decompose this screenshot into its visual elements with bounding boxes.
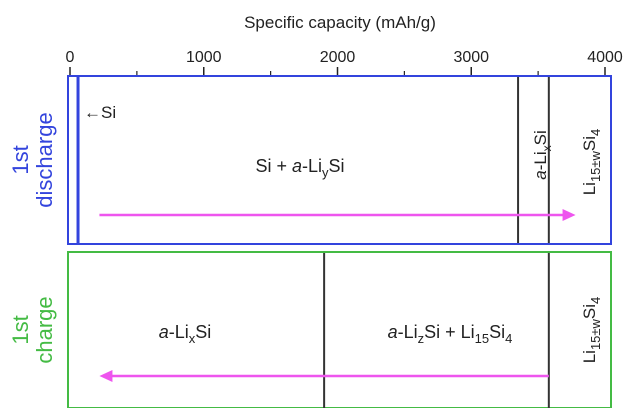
charge-dividers xyxy=(323,253,550,408)
charge-label-text: charge xyxy=(32,296,57,363)
discharge-label-text: discharge xyxy=(32,112,57,207)
discharge-arrow xyxy=(99,209,576,221)
discharge-arrow-head xyxy=(562,209,576,221)
charge-region-a-lixsi: a-LixSi xyxy=(159,322,212,346)
discharge-label-1st: 1st xyxy=(8,145,33,174)
si-label: ←Si xyxy=(84,103,116,122)
axis-ticks xyxy=(69,67,606,76)
charge-arrow xyxy=(99,370,549,382)
discharge-region-si-a-liysi: Si + a-LiySi xyxy=(255,156,344,180)
tick-label-4: 4000 xyxy=(587,49,623,66)
discharge-panel: 1st discharge ←Si Si + a-LiySi a-LixSi L… xyxy=(8,75,612,245)
discharge-box xyxy=(67,75,612,245)
tick-label-2: 2000 xyxy=(320,49,356,66)
charge-panel: 1st charge a-LixSi a-LizSi + Li15Si4 Li1… xyxy=(8,251,612,408)
charge-region-a-lizsi-li15si4: a-LizSi + Li15Si4 xyxy=(388,322,513,346)
tick-label-0: 0 xyxy=(66,49,75,66)
charge-label-1st: 1st xyxy=(8,315,33,344)
axis-title: Specific capacity (mAh/g) xyxy=(244,13,436,32)
axis-tick-labels: 0 1000 2000 3000 4000 xyxy=(66,49,623,66)
charge-region-li15si4: Li15±wSi4 xyxy=(580,297,603,364)
discharge-region-a-lixsi: a-LixSi xyxy=(531,130,554,180)
discharge-region-li15si4: Li15±wSi4 xyxy=(580,129,603,196)
tick-label-3: 3000 xyxy=(453,49,489,66)
charge-arrow-head xyxy=(99,370,113,382)
tick-label-1: 1000 xyxy=(186,49,222,66)
charge-box xyxy=(67,251,612,408)
